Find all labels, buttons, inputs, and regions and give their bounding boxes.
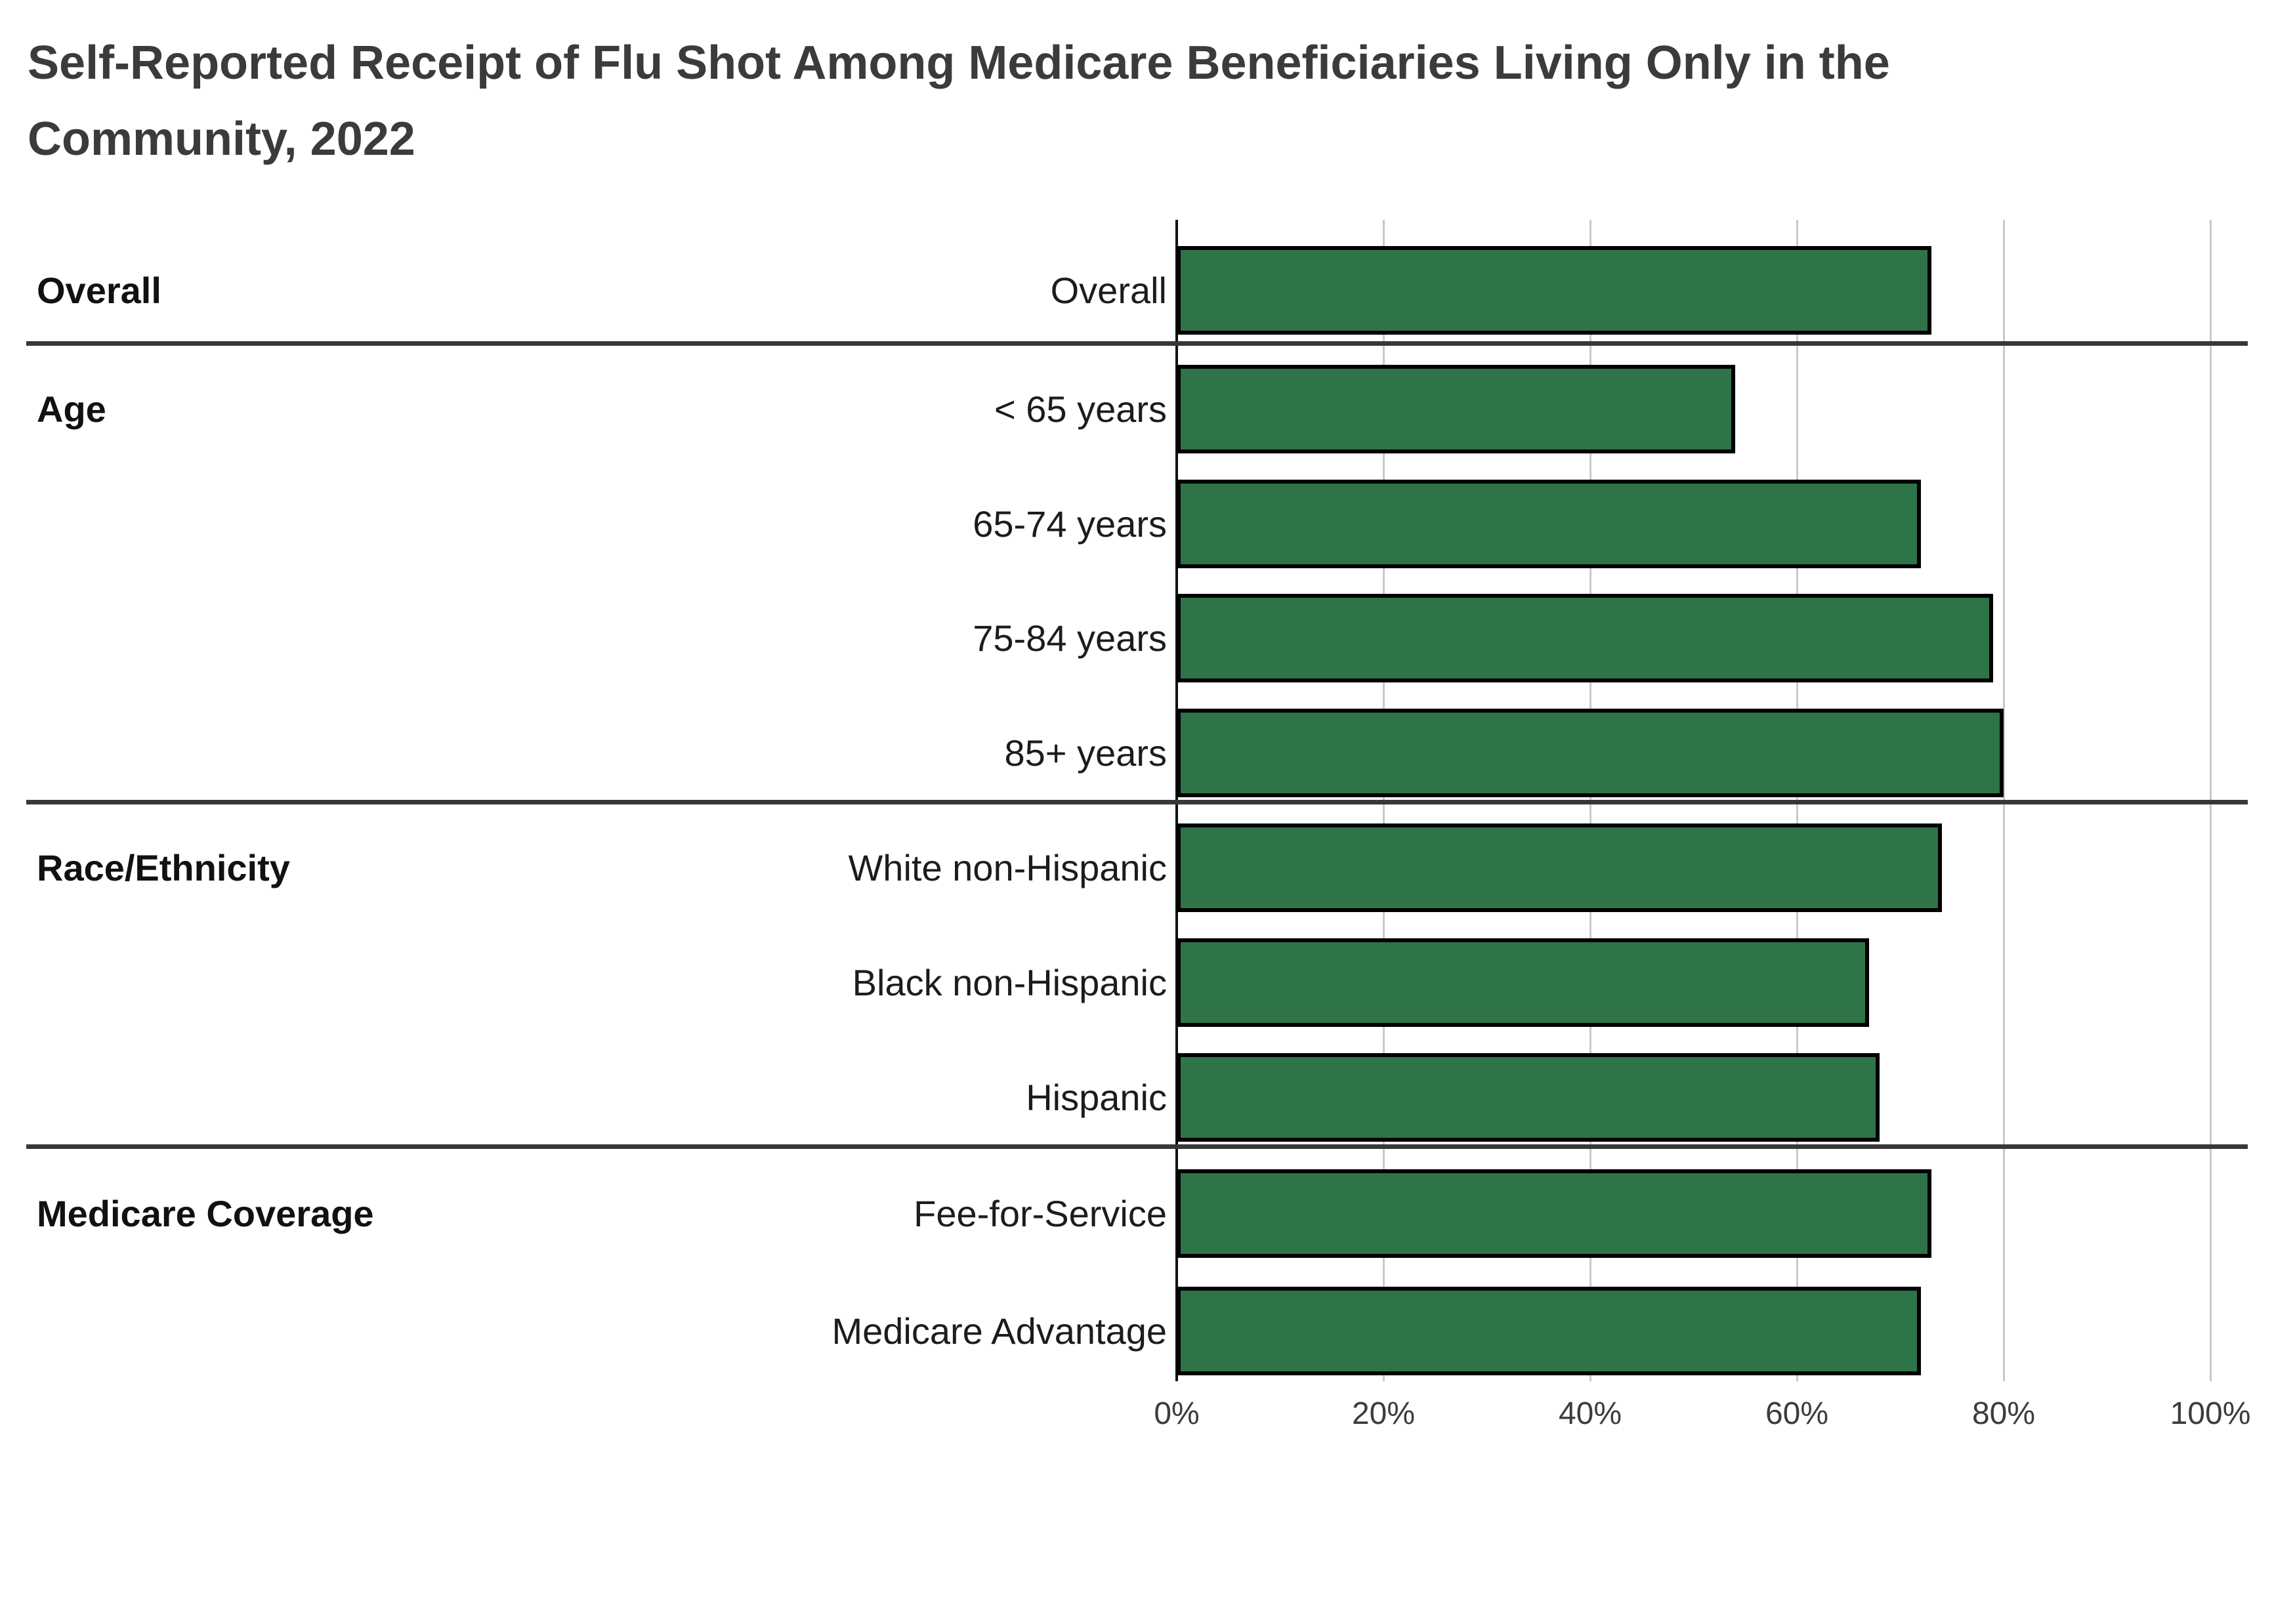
bar-label-black-non-hispanic: Black non-Hispanic [852,962,1167,1003]
bar-label-overall: Overall [1050,269,1167,311]
bar-white-non-hispanic [1177,823,1942,912]
bar-label-65-74-years: 65-74 years [973,503,1167,545]
bar-medicare-advantage [1177,1287,1921,1375]
chart-title-line1: Self-Reported Receipt of Flu Shot Among … [28,37,1890,89]
x-tick-label-20: 20% [1351,1396,1416,1431]
group-separator-line [26,1144,2248,1149]
bar-85-years [1177,709,2004,798]
bar-label-fee-for-service: Fee-for-Service [914,1193,1167,1234]
x-tick-label-80: 80% [1971,1396,2036,1431]
x-tick-label-100: 100% [2170,1396,2251,1431]
group-label-overall: Overall [37,269,161,311]
group-label-medicare-coverage: Medicare Coverage [37,1193,374,1234]
bar-label-hispanic: Hispanic [1026,1077,1167,1118]
x-tick-label-60: 60% [1765,1396,1829,1431]
x-tick-label-40: 40% [1558,1396,1622,1431]
bar-fee-for-service [1177,1169,1931,1258]
bar-overall [1177,245,1931,335]
bar-label-85-years: 85+ years [1004,732,1168,774]
bar-hispanic [1177,1053,1880,1142]
bar-black-non-hispanic [1177,938,1870,1027]
bar-65-years [1177,364,1735,453]
group-separator-line [26,341,2248,346]
bar-65-74-years [1177,479,1921,568]
group-label-race-ethnicity: Race/Ethnicity [37,847,290,888]
chart-title: Self-Reported Receipt of Flu Shot Among … [28,25,1890,177]
bar-label-65-years: < 65 years [994,388,1167,430]
bar-label-75-84-years: 75-84 years [973,617,1167,659]
bar-label-white-non-hispanic: White non-Hispanic [848,847,1167,888]
bar-75-84-years [1177,594,1994,683]
bar-label-medicare-advantage: Medicare Advantage [832,1310,1167,1352]
chart-title-line2: Community, 2022 [28,113,415,165]
group-label-age: Age [37,388,106,430]
x-tick-label-0: 0% [1154,1396,1200,1431]
group-separator-line [26,800,2248,804]
